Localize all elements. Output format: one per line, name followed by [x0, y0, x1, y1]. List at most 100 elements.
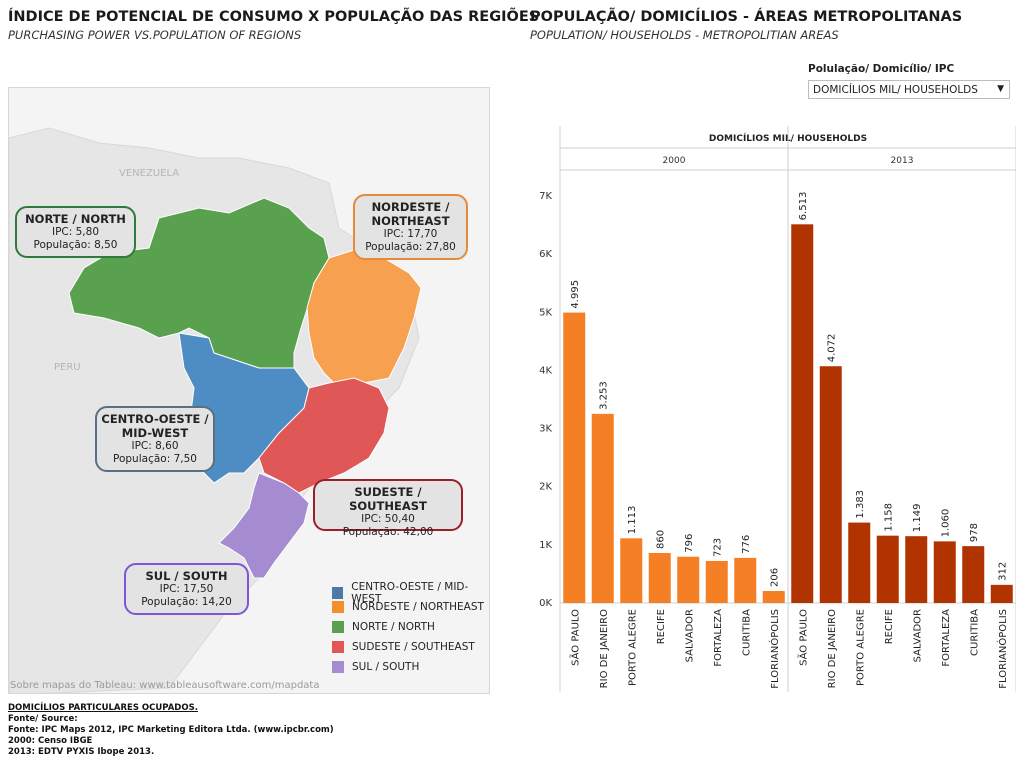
legend-label: SUDESTE / SOUTHEAST — [352, 641, 475, 653]
x-tick-label: FORTALEZA — [941, 609, 952, 667]
bar — [819, 366, 842, 603]
bar-value-label: 776 — [741, 535, 752, 554]
bar-value-label: 723 — [713, 538, 724, 557]
bar-value-label: 860 — [656, 530, 667, 549]
x-tick-label: CURITIBA — [969, 609, 980, 656]
sudeste-ipc: IPC: 50,40 — [361, 513, 415, 525]
footer-note: DOMICÍLIOS PARTICULARES OCUPADOS. — [8, 703, 198, 713]
sul-ipc: IPC: 17,50 — [159, 583, 214, 595]
bar-value-label: 1.158 — [884, 503, 895, 532]
bar — [705, 560, 728, 603]
sul-callout: SUL / SOUTH IPC: 17,50 População: 14,20 — [124, 563, 249, 615]
bar-value-label: 3.253 — [599, 381, 610, 410]
x-tick-label: SÃO PAULO — [568, 609, 581, 666]
x-tick-label: FLORIANÓPOLIS — [996, 609, 1009, 689]
footer-source-label: Fonte/ Source: — [8, 714, 78, 724]
y-tick-label: 4K — [539, 365, 552, 376]
bar — [962, 546, 985, 603]
norte-pop: População: 8,50 — [33, 239, 118, 251]
bar — [620, 538, 643, 603]
legend-norte[interactable]: NORTE / NORTH — [332, 621, 435, 633]
footer-source: Fonte: IPC Maps 2012, IPC Marketing Edit… — [8, 725, 334, 735]
nordeste-name1: NORDESTE / — [371, 200, 450, 214]
x-tick-label: PORTO ALEGRE — [855, 609, 866, 686]
venezuela-label: VENEZUELA — [119, 168, 179, 179]
bar — [848, 522, 871, 603]
y-tick-label: 1K — [539, 540, 552, 551]
sul-pop: População: 14,20 — [141, 596, 232, 608]
y-tick-label: 2K — [539, 482, 552, 493]
bar — [677, 556, 700, 603]
legend-nordeste[interactable]: NORDESTE / NORTHEAST — [332, 601, 484, 613]
right-subtitle: POPULATION/ HOUSEHOLDS - METROPOLITIAN A… — [530, 28, 839, 42]
region-map[interactable]: VENEZUELA PERU NORTE / NORTH IPC: 5,80 P… — [8, 87, 490, 694]
measure-dropdown[interactable]: DOMICÍLIOS MIL/ HOUSEHOLDS ▼ — [808, 80, 1010, 99]
bar-value-label: 978 — [969, 523, 980, 542]
bar — [563, 312, 586, 603]
nordeste-ipc: IPC: 17,70 — [383, 228, 438, 240]
x-tick-label: SÃO PAULO — [796, 609, 809, 666]
x-tick-label: PORTO ALEGRE — [627, 609, 638, 686]
left-title: ÍNDICE DE POTENCIAL DE CONSUMO X POPULAÇ… — [8, 9, 540, 25]
norte-ipc: IPC: 5,80 — [51, 226, 99, 238]
legend-swatch — [332, 587, 344, 599]
left-subtitle: PURCHASING POWER VS.POPULATION OF REGION… — [8, 28, 302, 42]
right-title: POPULAÇÃO/ DOMICÍLIOS - ÁREAS METROPOLIT… — [530, 9, 963, 25]
legend-label: NORTE / NORTH — [352, 621, 435, 633]
centro-name1: CENTRO-OESTE / — [101, 412, 209, 426]
bar — [762, 591, 785, 603]
bar-value-label: 1.060 — [941, 509, 952, 538]
legend-sudeste[interactable]: SUDESTE / SOUTHEAST — [332, 641, 475, 653]
measure-dropdown-value: DOMICÍLIOS MIL/ HOUSEHOLDS — [813, 84, 978, 96]
norte-callout: NORTE / NORTH IPC: 5,80 População: 8,50 — [15, 206, 136, 258]
x-tick-label: CURITIBA — [741, 609, 752, 656]
x-tick-label: RECIFE — [656, 609, 667, 644]
bar — [933, 541, 956, 603]
legend-swatch — [332, 601, 344, 613]
legend-swatch — [332, 621, 344, 633]
chevron-down-icon[interactable]: ▼ — [997, 84, 1004, 94]
y-tick-label: 0K — [539, 598, 552, 609]
bar — [905, 536, 928, 603]
bar-value-label: 796 — [684, 534, 695, 553]
centro-name2: MID-WEST — [121, 426, 189, 440]
nordeste-name2: NORTHEAST — [371, 214, 450, 228]
y-tick-label: 3K — [539, 424, 552, 435]
x-tick-label: RIO DE JANEIRO — [599, 609, 610, 688]
bar — [876, 535, 899, 603]
centro-callout: CENTRO-OESTE / MID-WEST IPC: 8,60 Popula… — [95, 406, 215, 472]
legend-sul[interactable]: SUL / SOUTH — [332, 661, 419, 673]
legend-label: SUL / SOUTH — [352, 661, 420, 673]
bar — [791, 224, 814, 603]
bar-value-label: 1.383 — [855, 490, 866, 519]
y-tick-label: 6K — [539, 249, 552, 260]
y-tick-label: 5K — [539, 307, 552, 318]
x-tick-label: FLORIANÓPOLIS — [768, 609, 781, 689]
region-norte[interactable] — [68, 197, 330, 369]
bar-value-label: 4.072 — [827, 334, 838, 363]
x-tick-label: SALVADOR — [912, 609, 923, 662]
bar — [990, 584, 1013, 603]
sudeste-name: SUDESTE / SOUTHEAST — [349, 485, 427, 513]
map-attribution[interactable]: Sobre mapas do Tableau: www.tableausoftw… — [10, 680, 320, 691]
bar-value-label: 206 — [770, 568, 781, 587]
y-tick-label: 7K — [539, 191, 552, 202]
panel-label-2000: 2000 — [663, 156, 686, 166]
legend-centro[interactable]: CENTRO-OESTE / MID-WEST — [332, 581, 489, 605]
bar-value-label: 312 — [998, 562, 1009, 581]
bar-value-label: 1.113 — [627, 506, 638, 535]
region-sul[interactable] — [218, 472, 310, 579]
x-tick-label: FORTALEZA — [713, 609, 724, 667]
peru-label: PERU — [54, 362, 81, 373]
map-svg: VENEZUELA PERU — [9, 127, 422, 693]
sudeste-pop: População: 42,00 — [342, 526, 434, 538]
legend-swatch — [332, 661, 344, 673]
x-tick-label: RECIFE — [884, 609, 895, 644]
footer-2013: 2013: EDTV PYXIS Ibope 2013. — [8, 747, 155, 757]
footer-2000: 2000: Censo IBGE — [8, 736, 93, 746]
bar — [591, 413, 614, 603]
nordeste-callout: NORDESTE / NORTHEAST IPC: 17,70 Populaçã… — [353, 194, 468, 260]
households-bar-chart: DOMICÍLIOS MIL/ HOUSEHOLDS0K1K2K3K4K5K6K… — [539, 126, 1016, 692]
bar-value-label: 4.995 — [570, 280, 581, 309]
norte-name: NORTE / NORTH — [25, 212, 126, 226]
